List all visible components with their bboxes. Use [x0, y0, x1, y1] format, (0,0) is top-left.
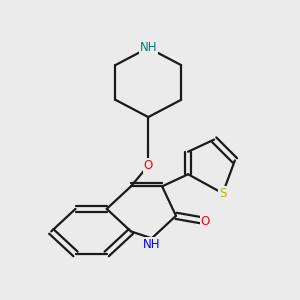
Text: NH: NH [140, 41, 157, 54]
Text: O: O [201, 214, 210, 227]
Text: NH: NH [143, 238, 160, 251]
Text: O: O [144, 159, 153, 172]
Text: S: S [219, 187, 226, 200]
